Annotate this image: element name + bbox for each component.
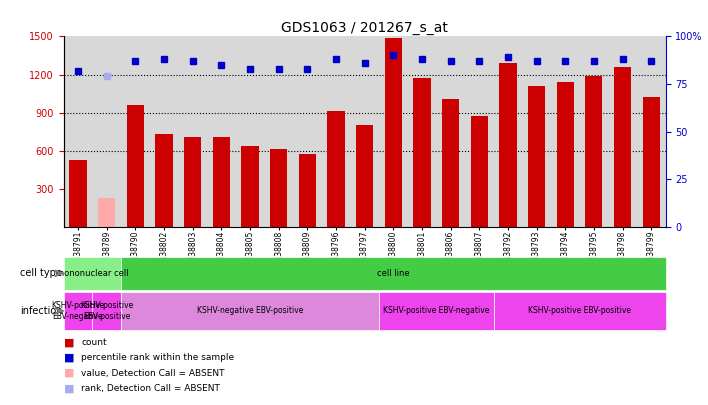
Text: ■: ■ [64, 384, 74, 393]
Text: mononuclear cell: mononuclear cell [56, 269, 129, 278]
Bar [356, 125, 373, 227]
Bar [442, 99, 459, 227]
Bar [299, 154, 316, 227]
Text: KSHV-negative EBV-positive: KSHV-negative EBV-positive [197, 306, 303, 315]
Bar [556, 82, 573, 227]
Bar [384, 38, 402, 227]
Bar [156, 134, 173, 227]
Bar [586, 76, 603, 227]
Bar [493, 292, 666, 330]
Bar [69, 160, 86, 227]
Bar [643, 97, 660, 227]
Bar [379, 292, 493, 330]
Bar [471, 116, 488, 227]
Bar [92, 292, 121, 330]
Bar [499, 63, 517, 227]
Bar [64, 257, 121, 290]
Text: cell type: cell type [21, 269, 62, 278]
Bar [127, 105, 144, 227]
Bar [413, 78, 430, 227]
Text: percentile rank within the sample: percentile rank within the sample [81, 353, 234, 362]
Text: KSHV-positive
EBV-positive: KSHV-positive EBV-positive [80, 301, 133, 320]
Bar [327, 111, 345, 227]
Text: ■: ■ [64, 353, 74, 362]
Text: rank, Detection Call = ABSENT: rank, Detection Call = ABSENT [81, 384, 220, 393]
Text: value, Detection Call = ABSENT: value, Detection Call = ABSENT [81, 369, 225, 377]
Title: GDS1063 / 201267_s_at: GDS1063 / 201267_s_at [281, 21, 448, 35]
Bar [528, 86, 545, 227]
Bar [212, 137, 230, 227]
Text: count: count [81, 338, 107, 347]
Bar [98, 198, 115, 227]
Bar [270, 149, 287, 227]
Text: KSHV-positive EBV-positive: KSHV-positive EBV-positive [528, 306, 631, 315]
Bar [184, 137, 201, 227]
Bar [614, 67, 631, 227]
Text: KSHV-positive EBV-negative: KSHV-positive EBV-negative [383, 306, 489, 315]
Bar [64, 292, 92, 330]
Text: cell line: cell line [377, 269, 410, 278]
Text: ■: ■ [64, 337, 74, 347]
Text: infection: infection [20, 306, 62, 316]
Bar [121, 292, 379, 330]
Text: ■: ■ [64, 368, 74, 378]
Bar [241, 145, 258, 227]
Text: KSHV-positive
EBV-negative: KSHV-positive EBV-negative [52, 301, 105, 320]
